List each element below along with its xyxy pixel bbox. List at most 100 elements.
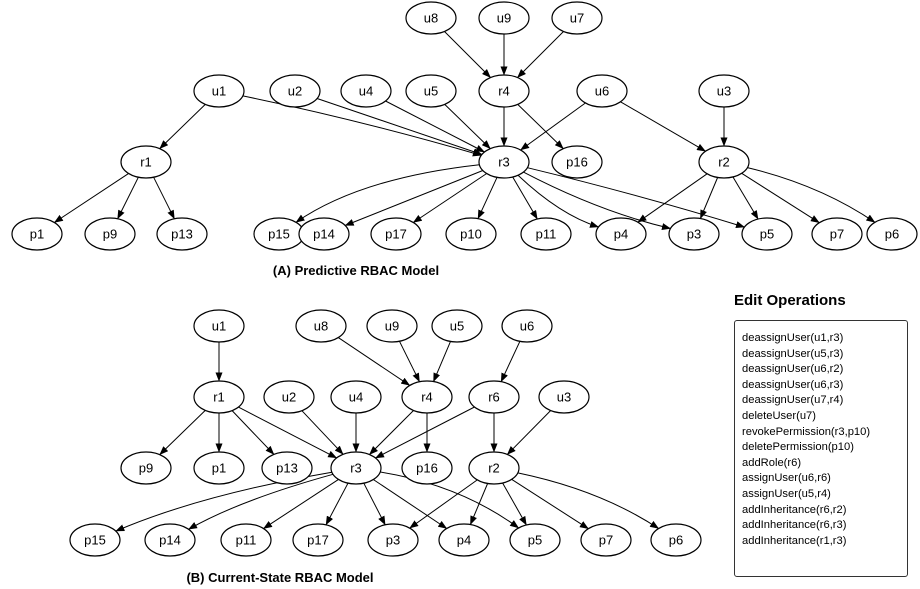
node-r3-label: r3 bbox=[350, 461, 362, 476]
node-p7-ellipse bbox=[580, 523, 632, 557]
node-u2: u2 bbox=[269, 74, 321, 108]
edit-operation-item: deassignUser(u1,r3) bbox=[742, 332, 844, 344]
node-p1-ellipse bbox=[11, 217, 63, 251]
node-p4-ellipse bbox=[438, 523, 490, 557]
node-u6: u6 bbox=[576, 74, 628, 108]
node-u9: u9 bbox=[366, 309, 418, 343]
node-r4-ellipse bbox=[401, 380, 453, 414]
node-u9-ellipse bbox=[366, 309, 418, 343]
node-u6-label: u6 bbox=[595, 84, 609, 99]
node-p9: p9 bbox=[120, 451, 172, 485]
node-p7-label: p7 bbox=[830, 227, 844, 242]
node-r1: r1 bbox=[193, 380, 245, 414]
node-p11-label: p11 bbox=[536, 227, 557, 242]
diagram-b-caption: (B) Current-State RBAC Model bbox=[186, 570, 373, 585]
edge-u8-to-r4 bbox=[338, 337, 411, 386]
node-p6: p6 bbox=[866, 217, 918, 251]
node-u8: u8 bbox=[405, 1, 457, 35]
edge-r3-to-p17 bbox=[325, 482, 349, 526]
node-p16-ellipse bbox=[401, 451, 453, 485]
node-p3-ellipse bbox=[367, 523, 419, 557]
edge-r3-to-p14 bbox=[188, 473, 334, 530]
edit-operation-item: assignUser(u5,r4) bbox=[742, 487, 831, 500]
node-p7-ellipse bbox=[811, 217, 863, 251]
node-u9-label: u9 bbox=[385, 319, 399, 334]
edit-operation-item: addInheritance(r6,r2) bbox=[742, 503, 847, 516]
edge-r2-to-p5 bbox=[502, 482, 527, 526]
edge-r2-to-p7 bbox=[741, 172, 820, 224]
edge-r3-to-p11 bbox=[512, 176, 538, 220]
node-r3: r3 bbox=[478, 145, 530, 179]
node-p1: p1 bbox=[11, 217, 63, 251]
edge-r4-to-p16 bbox=[517, 104, 564, 149]
node-p1: p1 bbox=[193, 451, 245, 485]
node-u1-ellipse bbox=[193, 74, 245, 108]
node-p13-ellipse bbox=[156, 217, 208, 251]
edge-r2-to-p3 bbox=[409, 479, 478, 529]
node-r3: r3 bbox=[330, 451, 382, 485]
edge-r1-to-p13 bbox=[153, 176, 175, 220]
edge-u5-to-r4 bbox=[433, 341, 451, 383]
edge-r1-to-p1 bbox=[53, 173, 129, 223]
edge-r2-to-p7 bbox=[511, 478, 589, 530]
node-u4: u4 bbox=[330, 380, 382, 414]
node-p6: p6 bbox=[650, 523, 702, 557]
node-p1-label: p1 bbox=[212, 461, 226, 476]
node-p3: p3 bbox=[367, 523, 419, 557]
edit-operation-item: deletePermission(p10) bbox=[742, 441, 854, 454]
node-p16-ellipse bbox=[551, 145, 603, 179]
node-u3-ellipse bbox=[538, 380, 590, 414]
edge-u4-to-r3 bbox=[385, 100, 485, 153]
node-p14: p14 bbox=[144, 523, 196, 557]
node-r2: r2 bbox=[698, 145, 750, 179]
node-u8: u8 bbox=[295, 309, 347, 343]
node-p17: p17 bbox=[292, 523, 344, 557]
predictive-rbac-model: u8 u9 u7 u1 u2 u4 u5 r4 u6 u3 r1 r3 p16 r2 p1 p9 p13 p15 p… bbox=[11, 1, 918, 278]
node-p5-ellipse bbox=[509, 523, 561, 557]
node-r4-ellipse bbox=[478, 74, 530, 108]
node-u9-ellipse bbox=[478, 1, 530, 35]
node-u7-label: u7 bbox=[570, 11, 584, 26]
node-p11-label: p11 bbox=[236, 533, 257, 548]
node-u8-ellipse bbox=[295, 309, 347, 343]
edge-u7-to-r4 bbox=[517, 31, 564, 78]
node-u2-ellipse bbox=[269, 74, 321, 108]
node-p3-label: p3 bbox=[386, 533, 400, 548]
node-p16-label: p16 bbox=[416, 461, 438, 476]
node-u8-label: u8 bbox=[314, 319, 328, 334]
diagram-a-caption: (A) Predictive RBAC Model bbox=[273, 263, 439, 278]
node-p13: p13 bbox=[261, 451, 313, 485]
node-p5-label: p5 bbox=[760, 227, 774, 242]
edge-u2-to-r3 bbox=[316, 98, 483, 156]
node-p14-ellipse bbox=[298, 217, 350, 251]
node-r1-ellipse bbox=[120, 145, 172, 179]
edit-operation-item: deassignUser(u6,r2) bbox=[742, 363, 844, 376]
node-u8-ellipse bbox=[405, 1, 457, 35]
edge-u6-to-r6 bbox=[500, 341, 521, 383]
node-p14-label: p14 bbox=[159, 533, 181, 548]
node-p15: p15 bbox=[253, 217, 305, 251]
node-u3: u3 bbox=[538, 380, 590, 414]
node-u1-label: u1 bbox=[212, 84, 226, 99]
node-p14-ellipse bbox=[144, 523, 196, 557]
edit-operation-item: deassignUser(u5,r3) bbox=[742, 347, 844, 360]
node-u1: u1 bbox=[193, 74, 245, 108]
node-p6-ellipse bbox=[866, 217, 918, 251]
node-p1-ellipse bbox=[193, 451, 245, 485]
node-r3-ellipse bbox=[478, 145, 530, 179]
node-r2-ellipse bbox=[698, 145, 750, 179]
node-u8-label: u8 bbox=[424, 11, 438, 26]
node-u6-ellipse bbox=[501, 309, 553, 343]
node-u7: u7 bbox=[551, 1, 603, 35]
node-p9-label: p9 bbox=[103, 227, 117, 242]
node-p13: p13 bbox=[156, 217, 208, 251]
node-p15-label: p15 bbox=[268, 227, 290, 242]
node-u2-label: u2 bbox=[288, 84, 302, 99]
node-u5-ellipse bbox=[431, 309, 483, 343]
node-p7: p7 bbox=[811, 217, 863, 251]
node-p9-ellipse bbox=[120, 451, 172, 485]
edge-r2-to-p3 bbox=[699, 177, 719, 219]
node-u1-ellipse bbox=[193, 309, 245, 343]
node-p16: p16 bbox=[551, 145, 603, 179]
edge-r1-to-p13 bbox=[231, 410, 275, 455]
